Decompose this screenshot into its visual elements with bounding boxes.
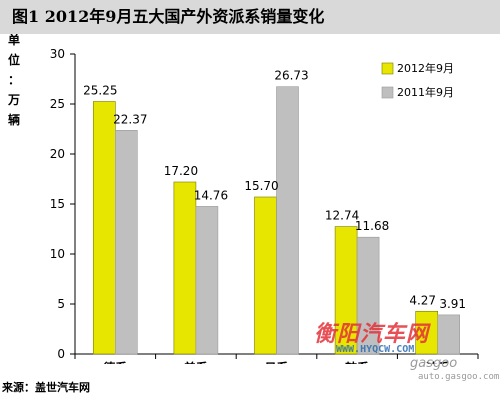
bar-series-1 (173, 181, 197, 355)
legend-label: 2011年9月 (397, 85, 454, 99)
y-tick-label: 25 (50, 97, 65, 111)
data-label: 4.27 (409, 293, 436, 307)
data-label: 3.91 (439, 297, 466, 311)
bar-series-2 (437, 314, 461, 355)
source-note: 来源：盖世汽车网 (2, 381, 90, 394)
bar-series-2 (276, 86, 299, 355)
watermark-url: WWW.HYQCW.COM (336, 344, 415, 355)
data-label: 17.20 (164, 164, 198, 178)
watermark: 衡阳汽车网 WWW.HYQCW.COM gasgoo auto.gasgoo.c… (314, 316, 500, 382)
data-label: 25.25 (83, 84, 117, 98)
y-axis-label: 单位：万辆 (7, 34, 20, 127)
x-category-label: 韩系 (345, 360, 369, 364)
y-tick-label: 10 (50, 247, 65, 261)
bar-series-1 (93, 101, 116, 355)
data-label: 14.76 (194, 188, 228, 202)
y-tick-label: 0 (57, 347, 65, 361)
y-tick-label: 20 (50, 147, 65, 161)
x-category-label: 法系 (426, 360, 450, 364)
chart-title: 图1 2012年9月五大国产外资派系销量变化 (0, 0, 500, 34)
bar-series-2 (115, 130, 138, 355)
y-tick-label: 30 (50, 47, 65, 61)
x-category-label: 德系 (103, 360, 127, 364)
legend-swatch (381, 86, 394, 99)
y-tick-label: 5 (57, 297, 65, 311)
chart-plot: 单位：万辆 0 5 10 15 20 25 30 德系 美系 日系 韩系 法系 25.25 17.20… (7, 34, 479, 364)
watermark-sub-url: auto.gasgoo.com (418, 372, 500, 382)
watermark-logo-text: 衡阳汽车网 (314, 322, 430, 347)
data-label: 12.74 (325, 209, 359, 223)
data-label: 11.68 (355, 219, 389, 233)
watermark-sub-logo: gasgoo (410, 356, 458, 371)
data-label: 22.37 (113, 112, 147, 126)
data-label: 26.73 (274, 69, 308, 83)
data-label: 15.70 (244, 179, 278, 193)
legend-label: 2012年9月 (397, 61, 454, 75)
x-category-label: 美系 (184, 360, 208, 364)
legend-swatch (381, 62, 394, 75)
y-tick-label: 15 (50, 197, 65, 211)
bar-series-2 (356, 236, 380, 355)
x-category-label: 日系 (264, 360, 288, 364)
bar-series-1 (254, 196, 277, 355)
bar-series-2 (195, 206, 219, 355)
